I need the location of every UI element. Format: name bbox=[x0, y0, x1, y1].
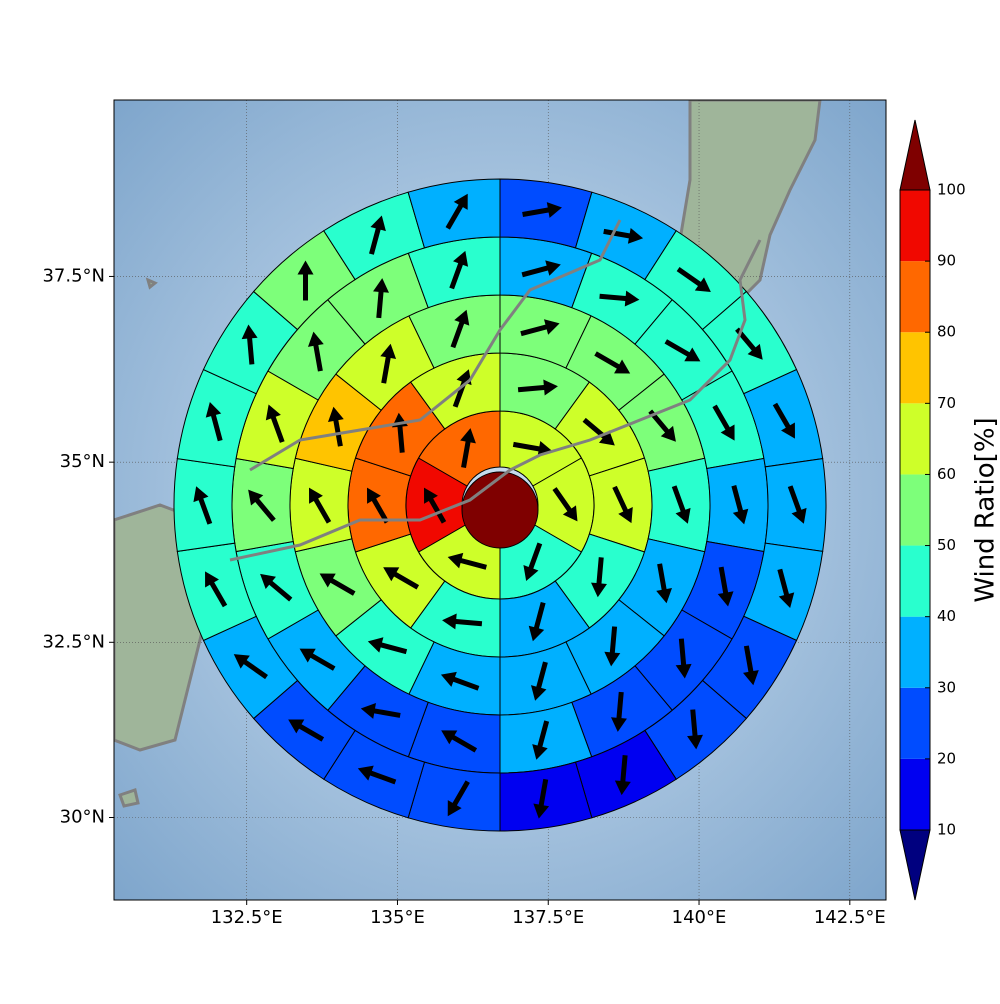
x-tick-label: 140°E bbox=[672, 907, 727, 928]
center-cell bbox=[462, 472, 538, 548]
colorbar-segment bbox=[900, 617, 930, 688]
colorbar-tick-label: 40 bbox=[937, 607, 956, 625]
x-tick-label: 142.5°E bbox=[814, 907, 886, 928]
colorbar-segment bbox=[900, 261, 930, 332]
x-tick-label: 135°E bbox=[370, 907, 425, 928]
wind-rose bbox=[174, 179, 826, 831]
colorbar-segment bbox=[900, 332, 930, 403]
colorbar: 10 20 30 40 50 60 70 80 90 100 Wind Ratio[%] bbox=[900, 120, 1000, 900]
colorbar-segment bbox=[900, 546, 930, 617]
colorbar-tick-label: 20 bbox=[937, 749, 956, 767]
colorbar-tick-label: 80 bbox=[937, 323, 956, 341]
sector-cell bbox=[500, 762, 592, 831]
x-tick-label: 137.5°E bbox=[512, 907, 584, 928]
colorbar-segment bbox=[900, 403, 930, 474]
colorbar-segment bbox=[900, 759, 930, 830]
colorbar-segment bbox=[900, 474, 930, 545]
y-tick-label: 32.5°N bbox=[42, 631, 105, 652]
colorbar-tick-label: 30 bbox=[937, 678, 956, 696]
colorbar-label: Wind Ratio[%] bbox=[971, 417, 1000, 602]
colorbar-tick-label: 50 bbox=[937, 536, 956, 554]
colorbar-tick-label: 70 bbox=[937, 394, 956, 412]
colorbar-tick-label: 10 bbox=[937, 821, 956, 839]
colorbar-tick-label: 100 bbox=[937, 181, 966, 199]
y-tick-label: 35°N bbox=[60, 451, 105, 472]
colorbar-tick-label: 90 bbox=[937, 252, 956, 270]
x-tick-label: 132.5°E bbox=[211, 907, 283, 928]
colorbar-segment bbox=[900, 190, 930, 261]
colorbar-segment bbox=[900, 688, 930, 759]
colorbar-tick-label: 60 bbox=[937, 465, 956, 483]
y-tick-label: 37.5°N bbox=[42, 265, 105, 286]
y-tick-label: 30°N bbox=[60, 806, 105, 827]
colorbar-extend-low bbox=[900, 830, 930, 900]
colorbar-extend-high bbox=[900, 120, 930, 190]
